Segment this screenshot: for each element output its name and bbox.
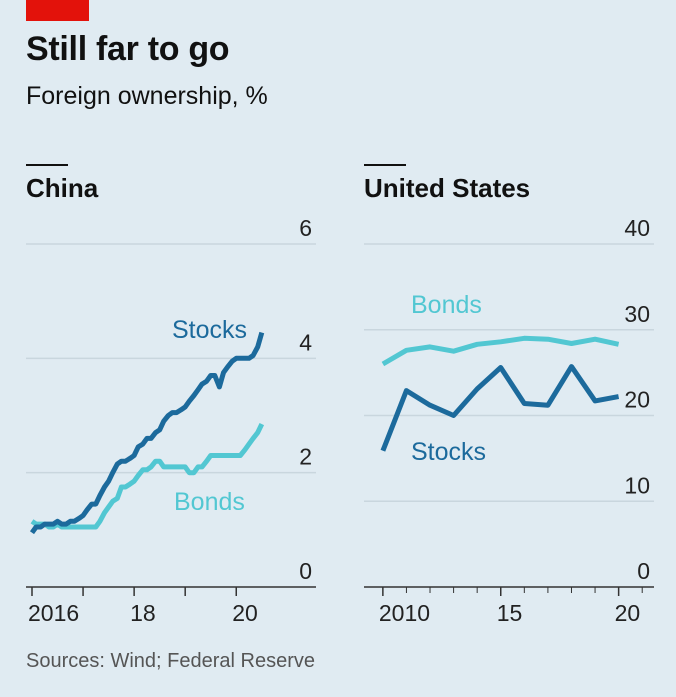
y-tick-label-us-30: 30 xyxy=(624,301,650,327)
x-tick-label-us-15: 15 xyxy=(497,600,523,626)
source-note: Sources: Wind; Federal Reserve xyxy=(26,650,316,672)
y-tick-label-us-0: 0 xyxy=(637,558,650,584)
series-label-china-stocks: Stocks xyxy=(172,316,247,344)
x-tick-label-china-20: 20 xyxy=(232,600,258,626)
panel-rule-china xyxy=(26,164,68,166)
x-tick-label-us-20: 20 xyxy=(615,600,641,626)
x-tick-label-us-2010: 2010 xyxy=(379,600,430,626)
series-label-china-bonds: Bonds xyxy=(174,488,245,516)
series-line-us-stocks xyxy=(380,364,620,452)
y-tick-label-us-40: 40 xyxy=(624,215,650,241)
chart-title: Still far to go xyxy=(26,30,230,68)
panel-title-us: United States xyxy=(364,173,531,203)
y-tick-label-us-10: 10 xyxy=(624,472,650,498)
y-tick-label-china-6: 6 xyxy=(299,215,312,241)
series-label-us-bonds: Bonds xyxy=(411,291,482,319)
x-tick-label-china-18: 18 xyxy=(130,600,156,626)
series-line-china-stocks xyxy=(29,331,265,535)
x-tick-label-china-2016: 2016 xyxy=(28,600,79,626)
y-tick-label-china-4: 4 xyxy=(299,329,312,355)
chart-subtitle: Foreign ownership, % xyxy=(26,82,268,110)
y-tick-label-us-20: 20 xyxy=(624,387,650,413)
series-label-us-stocks: Stocks xyxy=(411,438,486,466)
brand-red-tag xyxy=(26,0,89,21)
y-tick-label-china-0: 0 xyxy=(299,558,312,584)
y-tick-label-china-2: 2 xyxy=(299,444,312,470)
series-line-us-bonds xyxy=(381,335,620,367)
panel-title-china: China xyxy=(26,173,99,203)
series-line-china-bonds xyxy=(30,423,265,530)
panel-rule-us xyxy=(364,164,406,166)
